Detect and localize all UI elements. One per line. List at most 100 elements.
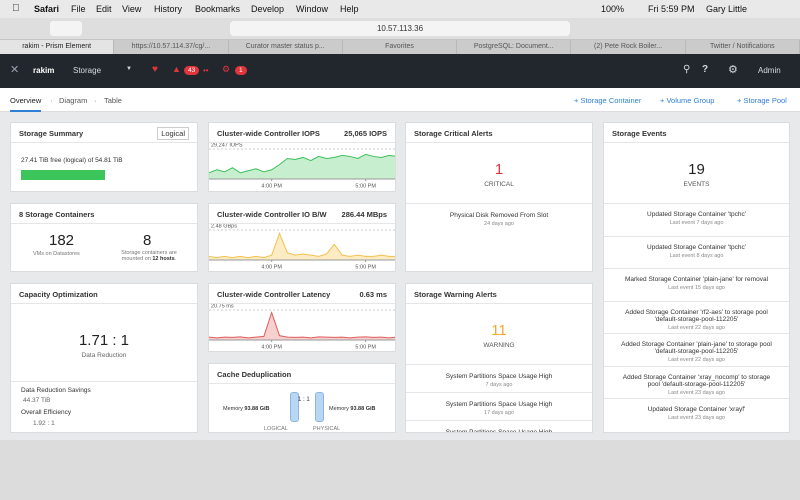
area — [209, 154, 395, 179]
dedup-card[interactable]: Cache Deduplication 1 : 1 Memory 93.88 G… — [208, 363, 396, 433]
vm-count: 182 — [49, 232, 75, 249]
memory-label: Memory — [329, 406, 349, 412]
item-time: 17 days ago — [484, 410, 514, 416]
list-item[interactable]: Added Storage Container 'plain-jane' to … — [604, 333, 789, 366]
warning-card[interactable]: Storage Warning Alerts 11 WARNING System… — [405, 283, 593, 433]
card-title: Cluster-wide Controller IOPS 25,065 IOPS — [209, 123, 395, 143]
list-item[interactable]: System Partitions Space Usage High 17 day… — [406, 392, 592, 420]
menu-item[interactable]: Bookmarks — [195, 4, 241, 14]
health-icon[interactable]: ♥ — [152, 64, 158, 75]
dropdown-caret[interactable]: ▼ — [126, 66, 132, 72]
latency-card[interactable]: Cluster-wide Controller Latency 0.63 ms 20… — [208, 283, 396, 352]
container-count: 8 — [143, 232, 152, 249]
action-link[interactable]: + Storage Pool — [737, 96, 787, 105]
browser-tab[interactable]: Curator master status p... — [229, 40, 343, 54]
list-item[interactable]: Physical Disk Removed From Slot 24 days a… — [406, 203, 592, 231]
help-icon[interactable]: ? — [702, 64, 709, 75]
menu-item[interactable]: File — [71, 4, 86, 14]
menu-item[interactable]: Window — [296, 4, 329, 14]
item-text: Updated Storage Container 'tpchc' — [647, 211, 746, 218]
memory-value: 93.88 GiB — [350, 406, 376, 412]
browser-tab[interactable]: Favorites — [343, 40, 458, 54]
menu-bar:  Safari File Edit View History Bookmark… — [0, 0, 800, 18]
section-menu[interactable]: Storage — [73, 66, 102, 75]
logical-memory: Memory 93.88 GiB — [223, 406, 269, 412]
menu-item[interactable]: Help — [340, 4, 359, 14]
list-item[interactable]: Updated Storage Container 'tpchc' Last ev… — [604, 203, 789, 236]
line — [209, 310, 395, 339]
x-tick-label: 5:00 PM — [355, 344, 376, 350]
view-tab[interactable]: Diagram — [59, 96, 88, 105]
event-dots[interactable]: •• — [203, 66, 209, 75]
x-tick-label: 4:00 PM — [261, 264, 282, 270]
chart-headline: 286.44 MBps — [341, 210, 387, 219]
settings-icon[interactable]: ⚙ — [728, 64, 738, 76]
list-item[interactable]: Updated Storage Container 'xrayf' Last ev… — [604, 398, 789, 431]
menu-item[interactable]: Edit — [96, 4, 112, 14]
menu-item[interactable]: Develop — [251, 4, 285, 14]
action-link[interactable]: + Volume Group — [660, 96, 715, 105]
app-header: ✕ rakim Storage ▼ ♥ ▲ 43 •• ⚙ 1 ⚲ ? ⚙ Ad… — [0, 54, 800, 88]
area — [209, 233, 395, 260]
critical-icon[interactable]: ⚙ — [222, 64, 231, 74]
view-tab[interactable]: Overview — [10, 96, 42, 112]
apple-menu[interactable]:  — [12, 3, 20, 14]
menu-item[interactable]: View — [122, 4, 142, 14]
browser-tab[interactable]: Twitter / Notifications — [686, 40, 800, 54]
critical-card[interactable]: Storage Critical Alerts 1 CRITICAL Physi… — [405, 122, 593, 272]
user-name[interactable]: Gary Little — [706, 4, 748, 14]
browser-tab[interactable]: (2) Pete Rock Boiler... — [571, 40, 686, 54]
list-item[interactable]: Updated Storage Container 'tpchc' Last ev… — [604, 235, 789, 269]
critical-badge[interactable]: 1 — [235, 66, 247, 75]
list-item[interactable]: Added Storage Container 'xray_nocomp' to… — [604, 365, 789, 399]
list-item[interactable]: System Partitions Space Usage High 7 days… — [406, 364, 592, 392]
item-text: Added Storage Container 'rf2-aes' to sto… — [625, 308, 768, 323]
critical-count: 1 — [494, 161, 504, 178]
y-tick-label: 2.48 GBps — [211, 224, 237, 229]
cluster-name[interactable]: rakim — [33, 66, 55, 75]
alert-icon[interactable]: ▲ — [172, 64, 181, 74]
dashboard: Storage Summary Logical 27.41 TiB free (l… — [0, 112, 800, 440]
reduction-label: Data Reduction — [81, 352, 127, 359]
browser-tab[interactable]: https://10.57.114.37/cg/... — [114, 40, 229, 54]
item-text: System Partitions Space Usage High — [445, 373, 553, 380]
capacity-bar — [21, 170, 105, 180]
card-title: Storage Warning Alerts — [406, 284, 592, 304]
item-text: System Partitions Space Usage High — [445, 429, 553, 433]
clock[interactable]: Fri 5:59 PM — [648, 4, 695, 14]
address-bar[interactable]: 10.57.113.36 — [230, 21, 570, 36]
browser-tab[interactable]: PostgreSQL: Document... — [457, 40, 572, 54]
events-card[interactable]: Storage Events 19 EVENTS Updated Storage… — [603, 122, 790, 433]
line — [209, 153, 395, 174]
logical-cylinder — [290, 392, 299, 422]
sparkline: 2.48 GBps 4:00 PM 5:00 PM — [209, 224, 395, 270]
host-count: 12 hosts — [152, 256, 175, 262]
nav-buttons[interactable] — [50, 21, 82, 36]
app-menu[interactable]: Safari — [34, 4, 60, 14]
list-item[interactable]: Added Storage Container 'rf2-aes' to sto… — [604, 300, 789, 334]
alert-badge[interactable]: 43 — [184, 66, 200, 75]
list-item[interactable]: Marked Storage Container 'plain-jane' fo… — [604, 268, 789, 301]
action-link[interactable]: + Storage Container — [574, 96, 642, 105]
savings-value: 44.37 TiB — [23, 397, 51, 404]
memory-value: 93.88 GiB — [244, 406, 270, 412]
y-tick-label: 20.75 ms — [211, 304, 234, 309]
summary-card[interactable]: Storage Summary Logical 27.41 TiB free (l… — [10, 122, 198, 192]
view-tab[interactable]: Table — [104, 96, 122, 105]
item-time: Last event 15 days ago — [668, 285, 725, 291]
menu-item[interactable]: History — [154, 4, 183, 14]
mode-select[interactable]: Logical — [157, 127, 189, 140]
containers-card[interactable]: 8 Storage Containers 182 VMs on Datastor… — [10, 203, 198, 272]
user-menu[interactable]: Admin — [758, 66, 781, 75]
iops-card[interactable]: Cluster-wide Controller IOPS 25,065 IOPS 2… — [208, 122, 396, 192]
bandwidth-card[interactable]: Cluster-wide Controller IO B/W 286.44 MBp… — [208, 203, 396, 272]
area — [209, 312, 395, 340]
capacity-card[interactable]: Capacity Optimization 1.71 : 1 Data Redu… — [10, 283, 198, 433]
item-time: Last event 7 days ago — [669, 220, 724, 226]
search-icon[interactable]: ⚲ — [683, 64, 691, 75]
browser-tab[interactable]: rakim - Prism Element — [0, 40, 115, 54]
list-item[interactable]: System Partitions Space Usage High — [406, 420, 592, 433]
item-time: Last event 22 days ago — [668, 324, 725, 331]
item-time: Last event 22 days ago — [668, 357, 725, 363]
close-icon[interactable]: ✕ — [10, 64, 20, 76]
